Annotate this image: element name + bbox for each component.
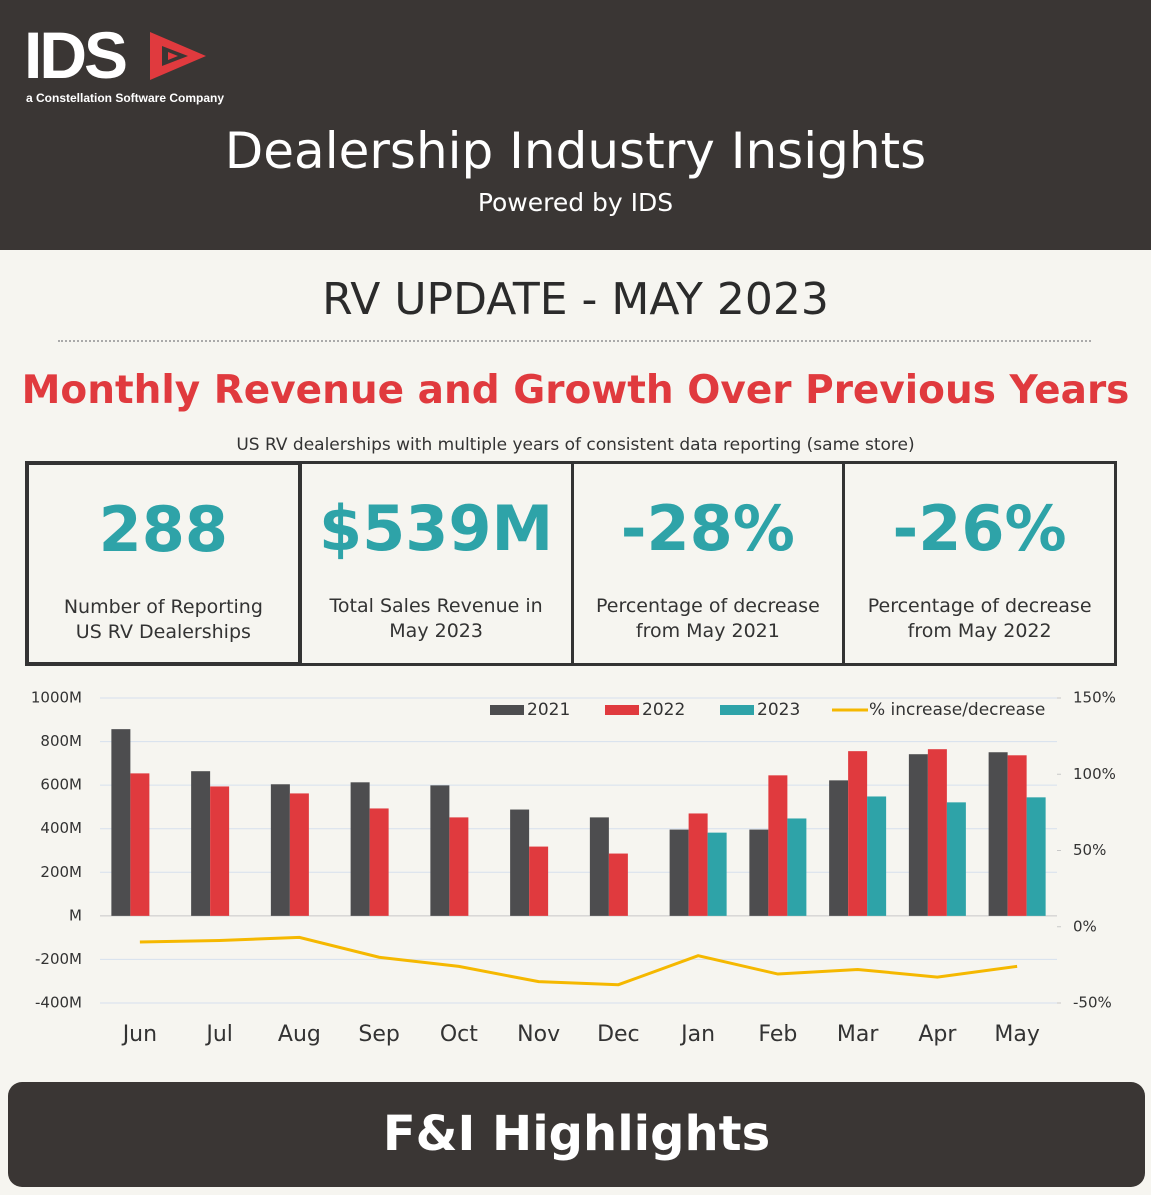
bar [350,782,370,916]
bar [749,829,769,916]
bar [768,775,788,916]
bar [867,796,887,916]
y-tick-label: 800M [40,732,82,750]
bar [289,793,309,916]
bar [1007,755,1027,916]
y-tick-label: 1000M [31,689,82,707]
kpi-card: 288 Number of Reporting US RV Dealerships [25,461,302,666]
legend-label: 2021 [527,700,570,720]
legend-swatch [605,705,639,715]
x-tick-label: Aug [278,1022,321,1047]
bar [1026,797,1046,916]
x-tick-label: Nov [517,1022,560,1047]
x-tick-label: Oct [440,1022,478,1047]
bar [510,809,530,916]
x-tick-label: Feb [758,1022,797,1047]
bar [608,853,628,916]
bar [369,808,389,916]
chart: 1000M 800M 600M 400M 200M M -200M -400M 150% 100%… [31,689,1116,1048]
header-title: Dealership Industry Insights [224,122,927,180]
y-tick-label: 400M [40,819,82,837]
y-tick-label: 600M [40,776,82,794]
bar [111,729,131,916]
bar [946,802,966,916]
legend-swatch [720,705,754,715]
section-title: Monthly Revenue and Growth Over Previous… [21,368,1130,413]
y-tick-label: -200M [35,950,82,968]
kpi-value: -26% [892,492,1067,565]
bar [848,751,868,916]
bar [787,818,807,916]
bar [688,813,708,916]
y-tick-label: 200M [40,863,82,881]
bar [449,817,469,916]
bar [707,832,727,916]
bar [829,780,849,916]
kpi-card: $539M Total Sales Revenue in May 2023 [301,461,574,666]
section-subtitle: US RV dealerships with multiple years of… [236,435,915,455]
x-tick-label: Dec [597,1022,640,1047]
logo: IDS [24,18,128,92]
logo-icon [150,32,206,80]
line-series [139,935,1018,987]
x-tick-label: May [994,1022,1039,1047]
kpi-label: Number of Reporting US RV Dealerships [63,596,263,643]
y2-tick-label: -50% [1073,994,1112,1012]
bar [210,786,230,916]
bar [529,846,549,916]
bar [927,749,947,916]
x-tick-label: Mar [837,1022,879,1047]
bar [430,785,450,916]
y-tick-label: M [69,906,82,924]
kpi-card: -26% Percentage of decrease from May 2022 [845,461,1117,666]
x-tick-label: Sep [358,1022,399,1047]
y2-tick-label: 50% [1073,841,1106,859]
x-tick-label: Jun [121,1022,157,1047]
tagline: a Constellation Software Company [26,91,225,105]
divider [58,340,1091,342]
x-tick-label: Jul [204,1022,233,1047]
kpi-value: -28% [620,492,795,565]
bar [191,771,211,916]
kpi-value: $539M [318,492,554,565]
bar [270,784,290,916]
update-title: RV UPDATE - MAY 2023 [322,274,829,325]
bar [130,773,150,916]
bar [988,752,1008,916]
x-tick-label: Apr [918,1022,957,1047]
bar [908,754,928,916]
header: IDS a Constellation Software Company Dea… [0,0,1151,250]
header-subtitle: Powered by IDS [477,188,674,217]
legend-label: 2023 [757,700,800,720]
bar [669,829,689,916]
legend-label: % increase/decrease [869,700,1045,720]
bar [589,817,609,916]
kpi-value: 288 [98,493,229,566]
kpi-row: 288 Number of Reporting US RV Dealerships… [25,461,1117,666]
footer: F&I Highlights [8,1082,1145,1187]
legend-label: 2022 [642,700,685,720]
kpi-label: Total Sales Revenue in May 2023 [329,595,543,642]
kpi-label: Percentage of decrease from May 2021 [595,595,820,642]
kpi-label: Percentage of decrease from May 2022 [867,595,1092,642]
y2-tick-label: 0% [1073,917,1097,935]
kpi-card: -28% Percentage of decrease from May 2021 [573,461,846,666]
x-tick-label: Jan [679,1022,715,1047]
y-tick-label: -400M [35,994,82,1012]
y2-tick-label: 150% [1073,689,1116,707]
y2-tick-label: 100% [1073,765,1116,783]
legend-swatch [490,705,524,715]
